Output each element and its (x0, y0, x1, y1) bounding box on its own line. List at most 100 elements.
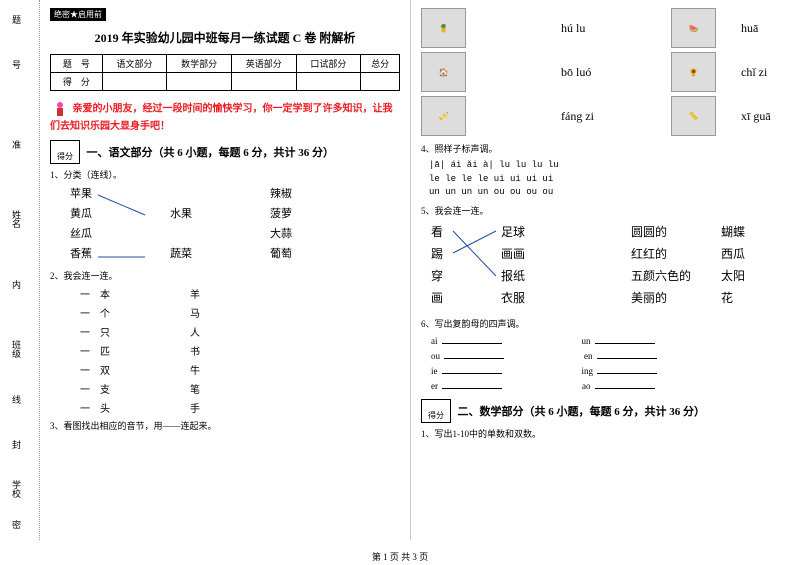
match-item: 黄瓜 (70, 205, 130, 221)
tone-item: ai (431, 336, 438, 346)
q6-fill-tones: ai un ou en ie ing er ao (431, 334, 771, 391)
binding-label: 题 (10, 15, 23, 24)
match-item: 红红的 (631, 243, 711, 265)
greeting-content: 亲爱的小朋友，经过一段时间的愉快学习，你一定学到了许多知识，让我们去知识乐园大显… (50, 103, 393, 132)
table-cell (361, 73, 400, 91)
greeting-text: 亲爱的小朋友，经过一段时间的愉快学习，你一定学到了许多知识，让我们去知识乐园大显… (50, 99, 400, 134)
binding-label: 密 (10, 520, 23, 529)
pinyin-text: chǐ zi (741, 65, 800, 80)
q2-matching: 一 本羊 一 个马 一 只人 一 匹书 一 双牛 一 支笔 一 头手 (80, 286, 400, 415)
table-cell: 得 分 (51, 73, 103, 91)
match-item (170, 225, 230, 241)
fill-blank (597, 364, 657, 374)
table-header: 总分 (361, 55, 400, 73)
q5-label: 5、我会连一连。 (421, 204, 771, 217)
match-item: 羊 (190, 286, 200, 301)
binding-margin: 题 号 准 姓名 内 班级 线 封 学校 密 (0, 0, 40, 540)
q5-matching: 看 踢 穿 画 足球 画画 报纸 衣服 圆圆的 红红的 五颜六色的 美丽的 蝴蝶… (431, 221, 771, 309)
tone-rows: |ā| ái ǎi à| lu lu lu lu le le le le ui … (429, 159, 771, 200)
match-item (170, 185, 230, 201)
match-item: 手 (190, 400, 200, 415)
match-item: 一 只 (80, 324, 110, 339)
match-item: 圆圆的 (631, 221, 711, 243)
fill-blank (595, 334, 655, 344)
binding-label: 内 (10, 280, 23, 289)
match-item: 一 双 (80, 362, 110, 377)
q2-label: 2、我会连一连。 (50, 269, 400, 282)
match-item: 水果 (170, 205, 230, 221)
match-item: 一 支 (80, 381, 110, 396)
fill-blank (444, 349, 504, 359)
q1-matching: 苹果辣椒 黄瓜水果菠萝 丝瓜大蒜 香蕉蔬菜葡萄 (70, 185, 400, 261)
fill-blank (442, 334, 502, 344)
score-box: 得分 (421, 399, 451, 423)
binding-label: 封 (10, 440, 23, 449)
match-item: 太阳 (721, 265, 761, 287)
table-cell (102, 73, 167, 91)
q3-label: 3、看图找出相应的音节，用——连起来。 (50, 419, 400, 432)
match-item: 大蒜 (270, 225, 330, 241)
table-header: 口试部分 (296, 55, 361, 73)
match-item: 足球 (501, 221, 561, 243)
match-item: 画 (431, 287, 471, 309)
q6-label: 6、写出复韵母的四声调。 (421, 317, 771, 330)
tone-item: er (431, 381, 438, 391)
right-column: 🍍 hú lu 🍉 huā 🏠 bō luó 🌻 chǐ zi 🎺 fáng z… (411, 0, 781, 540)
match-item: 菠萝 (270, 205, 330, 221)
math-q1-label: 1、写出1-10中的单数和双数。 (421, 427, 771, 440)
section-1-title: 一、语文部分（共 6 小题，每题 6 分，共计 36 分） (87, 147, 335, 159)
table-cell (296, 73, 361, 91)
pinyin-matching-grid: 🍍 hú lu 🍉 huā 🏠 bō luó 🌻 chǐ zi 🎺 fáng z… (421, 8, 771, 136)
match-item: 笔 (190, 381, 200, 396)
binding-label: 班级 (10, 340, 23, 358)
section-2-title: 二、数学部分（共 6 小题，每题 6 分，共计 36 分） (458, 406, 706, 418)
tone-item: ing (582, 366, 594, 376)
match-item: 牛 (190, 362, 200, 377)
q4-label: 4、照样子标声调。 (421, 142, 771, 155)
match-item: 葡萄 (270, 245, 330, 261)
match-item: 一 头 (80, 400, 110, 415)
binding-label: 号 (10, 60, 23, 69)
q1-label: 1、分类（连线）。 (50, 168, 400, 181)
tone-item: ie (431, 366, 438, 376)
fill-blank (442, 364, 502, 374)
match-item: 美丽的 (631, 287, 711, 309)
watermelon-icon: 🍉 (671, 8, 716, 48)
tone-item: ou (431, 351, 440, 361)
match-item: 苹果 (70, 185, 130, 201)
table-header: 数学部分 (167, 55, 232, 73)
tone-row: un un un un ou ou ou ou (429, 186, 771, 200)
gourd-icon: 🎺 (421, 96, 466, 136)
tone-item: ao (582, 381, 591, 391)
page-footer: 第 1 页 共 3 页 (0, 550, 800, 563)
pinyin-text: bō luó (561, 65, 661, 80)
exam-title: 2019 年实验幼儿园中班每月一练试题 C 卷 附解析 (50, 29, 400, 46)
fill-blank (595, 379, 655, 389)
match-item: 踢 (431, 243, 471, 265)
pinyin-text: hú lu (561, 21, 661, 36)
match-item: 衣服 (501, 287, 561, 309)
match-item: 西瓜 (721, 243, 761, 265)
table-header: 语文部分 (102, 55, 167, 73)
fill-blank (597, 349, 657, 359)
match-item: 人 (190, 324, 200, 339)
match-item: 看 (431, 221, 471, 243)
left-column: 绝密★启用前 2019 年实验幼儿园中班每月一练试题 C 卷 附解析 题 号 语… (40, 0, 410, 540)
score-table: 题 号 语文部分 数学部分 英语部分 口试部分 总分 得 分 (50, 54, 400, 91)
table-cell (231, 73, 296, 91)
match-item: 书 (190, 343, 200, 358)
match-item: 蝴蝶 (721, 221, 761, 243)
match-item: 一 个 (80, 305, 110, 320)
tone-item: un (582, 336, 591, 346)
match-item: 花 (721, 287, 761, 309)
binding-label: 线 (10, 395, 23, 404)
tone-row: le le le le ui ui ui ui (429, 173, 771, 187)
binding-label: 姓名 (10, 210, 23, 228)
tone-row: |ā| ái ǎi à| lu lu lu lu (429, 159, 771, 173)
binding-label: 准 (10, 140, 23, 149)
flower-icon: 🌻 (671, 52, 716, 92)
match-item: 画画 (501, 243, 561, 265)
table-header: 英语部分 (231, 55, 296, 73)
pineapple-icon: 🍍 (421, 8, 466, 48)
match-item: 丝瓜 (70, 225, 130, 241)
